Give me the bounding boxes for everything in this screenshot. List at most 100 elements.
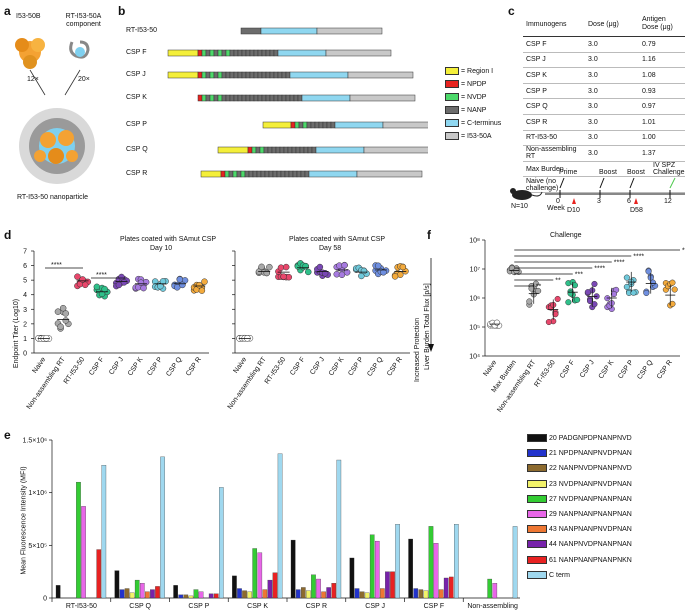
segment-nanp	[273, 71, 279, 79]
bar	[178, 594, 184, 599]
d-right-title: Plates coated with SAmut CSP	[289, 236, 386, 243]
nanoparticle-label: RT-I53-50 nanoparticle	[17, 194, 89, 201]
segment-nvdp	[201, 94, 207, 102]
table-cell: CSP P	[523, 83, 585, 100]
legend-swatch	[527, 555, 547, 564]
legend-item: = I53-50A	[445, 132, 492, 140]
tl-week: Week	[547, 205, 565, 212]
segment-nanp	[275, 146, 281, 154]
data-point	[282, 263, 290, 271]
bleed-d10-icon	[572, 198, 576, 204]
table-cell: 3.0	[585, 114, 639, 131]
segment-nanp	[273, 94, 279, 102]
tl-d58: D58	[630, 207, 643, 214]
table-cell: CSP J	[523, 52, 585, 69]
series-Max Burden	[506, 264, 522, 276]
segment-nanp	[225, 94, 231, 102]
legend-item: = NPDP	[445, 80, 486, 88]
x-tick-label: CSP F	[88, 356, 105, 377]
mfi-legend-item: 29 NANPNANPNANPNAN	[527, 510, 632, 518]
construct-label: CSP R	[126, 170, 148, 177]
tick-label: 0	[43, 596, 47, 603]
table-row: CSP K 3.0 1.08	[523, 67, 685, 84]
segment-nvdp	[302, 121, 308, 129]
segment-nanp	[237, 94, 243, 102]
bar	[438, 589, 444, 599]
x-tick-label: CSP F	[559, 359, 576, 380]
segment-nanp	[261, 49, 267, 57]
segment-nvdp	[217, 49, 223, 57]
segment-nvdp	[201, 49, 207, 57]
data-point	[574, 296, 581, 303]
segment-nanp	[298, 121, 304, 129]
mfi-legend-item: 27 NVDPNANPNANPNAN	[527, 494, 632, 503]
segment-nanp	[245, 94, 251, 102]
tl-n: N=10	[511, 203, 528, 210]
segment-i53	[349, 94, 416, 102]
data-point	[59, 304, 67, 312]
segment-nanp	[280, 170, 286, 178]
tick-label: 4	[23, 292, 27, 299]
segment-ct	[289, 71, 349, 79]
segment-nanp	[205, 94, 211, 102]
segment-nanp	[292, 170, 298, 178]
e-ylabel: Mean Fluorescence Intensity (MFI)	[20, 466, 28, 575]
segment-nanp	[299, 146, 305, 154]
legend-swatch	[445, 93, 459, 101]
data-point	[198, 287, 206, 294]
bar	[433, 543, 439, 599]
segment-nanp	[297, 94, 303, 102]
data-point	[266, 263, 273, 271]
legend-swatch	[445, 80, 459, 88]
tick-label: 10⁵	[469, 325, 480, 332]
data-point	[649, 279, 656, 286]
bar	[277, 453, 283, 599]
prime-arrow	[559, 177, 565, 189]
segment-nanp	[277, 94, 283, 102]
segment-nvdp	[240, 170, 246, 178]
group-label: CSP K	[247, 603, 268, 610]
data-point	[179, 281, 186, 289]
table-cell: 0.93	[639, 83, 685, 100]
legend-item: = C-terminus	[445, 119, 501, 127]
data-point	[643, 289, 650, 297]
legend-swatch	[527, 449, 547, 458]
table-cell	[639, 161, 685, 178]
x-tick-label: CSP Q	[165, 356, 183, 378]
segment-nanp	[253, 94, 259, 102]
panel-label-e: e	[4, 428, 11, 442]
series-RT-I53-50	[275, 263, 293, 281]
d-left-title: Plates coated with SAmut CSP	[120, 236, 217, 243]
segment-npdp	[290, 121, 296, 129]
data-point	[623, 283, 630, 290]
segment-nanp	[271, 146, 277, 154]
x-tick-label: CSP J	[309, 356, 326, 376]
segment-nanp	[269, 94, 275, 102]
bar	[385, 571, 390, 599]
bar	[272, 572, 278, 599]
bar	[193, 589, 199, 599]
segment-nvdp	[209, 94, 215, 102]
data-point	[118, 273, 125, 281]
segment-nanp	[244, 170, 250, 178]
f-ylabel-2: Increased Protection	[414, 317, 421, 382]
x-tick-label: Naive	[482, 359, 498, 378]
bar	[139, 583, 145, 599]
series-Non-assembling RT	[526, 280, 542, 308]
data-point	[57, 323, 64, 330]
data-point	[159, 278, 167, 285]
data-point	[120, 279, 128, 286]
series-CSP J	[584, 280, 600, 311]
segment-nanp	[279, 146, 285, 154]
mfi-legend-item: C term	[527, 570, 570, 579]
table-row: CSP P 3.0 0.93	[523, 83, 685, 100]
bar	[119, 589, 125, 599]
construct-2	[167, 71, 414, 79]
sig-label: **	[555, 278, 561, 285]
series-RT-I53-50	[74, 273, 92, 290]
bar	[454, 524, 459, 599]
bar	[443, 577, 449, 599]
segment-nanp	[255, 146, 261, 154]
table-row: Max Burden	[523, 161, 685, 178]
data-point	[137, 279, 145, 286]
